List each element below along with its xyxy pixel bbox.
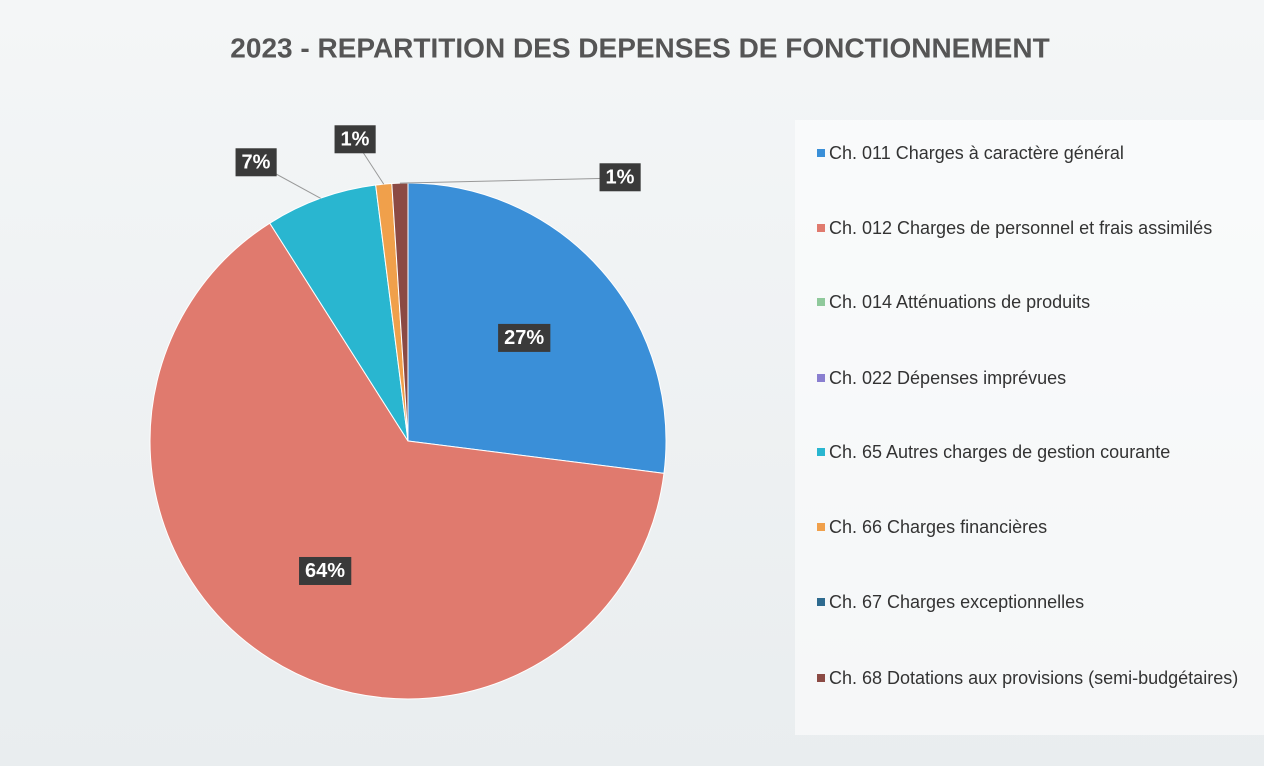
data-label-box: [235, 148, 277, 177]
legend-swatch: [817, 224, 825, 232]
chart-title: 2023 - REPARTITION DES DEPENSES DE FONCT…: [230, 32, 1049, 63]
legend-label: Ch. 012 Charges de personnel et frais as…: [829, 218, 1213, 238]
data-label: 1%: [606, 166, 635, 188]
data-label-box: [498, 323, 551, 352]
legend-item: Ch. 012 Charges de personnel et frais as…: [817, 217, 1247, 239]
legend-swatch: [817, 674, 825, 682]
data-label-box: [599, 163, 641, 192]
legend-label: Ch. 014 Atténuations de produits: [829, 292, 1091, 312]
legend-label: Ch. 011 Charges à caractère général: [829, 143, 1124, 163]
legend-item: Ch. 014 Atténuations de produits: [817, 291, 1247, 313]
legend-item: Ch. 67 Charges exceptionnelles: [817, 591, 1247, 613]
data-label-box: [334, 125, 376, 154]
legend-swatch: [817, 298, 825, 306]
data-label-box: [299, 556, 352, 585]
legend-item: Ch. 011 Charges à caractère général: [817, 142, 1247, 164]
legend-swatch: [817, 598, 825, 606]
data-label: 64%: [305, 560, 345, 582]
leader-line: [399, 177, 621, 184]
data-label: 1%: [341, 128, 370, 150]
legend-swatch: [817, 523, 825, 531]
legend-swatch: [817, 448, 825, 456]
data-label: 7%: [242, 151, 271, 173]
legend-label: Ch. 68 Dotations aux provisions (semi-bu…: [829, 668, 1239, 688]
legend-swatch: [817, 149, 825, 157]
legend-item: Ch. 66 Charges financières: [817, 516, 1247, 538]
data-label: 27%: [504, 327, 544, 349]
legend-label: Ch. 022 Dépenses imprévues: [829, 368, 1067, 388]
legend-item: Ch. 022 Dépenses imprévues: [817, 367, 1247, 389]
legend-label: Ch. 65 Autres charges de gestion courant…: [829, 442, 1171, 462]
legend-item: Ch. 65 Autres charges de gestion courant…: [817, 441, 1247, 463]
legend-swatch: [817, 374, 825, 382]
pie-slice: [149, 222, 665, 700]
legend-label: Ch. 66 Charges financières: [829, 517, 1048, 537]
legend: Ch. 011 Charges à caractère général Ch. 0…: [795, 120, 1264, 735]
pie-slice: [269, 184, 409, 442]
legend-item: Ch. 68 Dotations aux provisions (semi-bu…: [817, 667, 1247, 689]
legend-label: Ch. 67 Charges exceptionnelles: [829, 592, 1085, 612]
